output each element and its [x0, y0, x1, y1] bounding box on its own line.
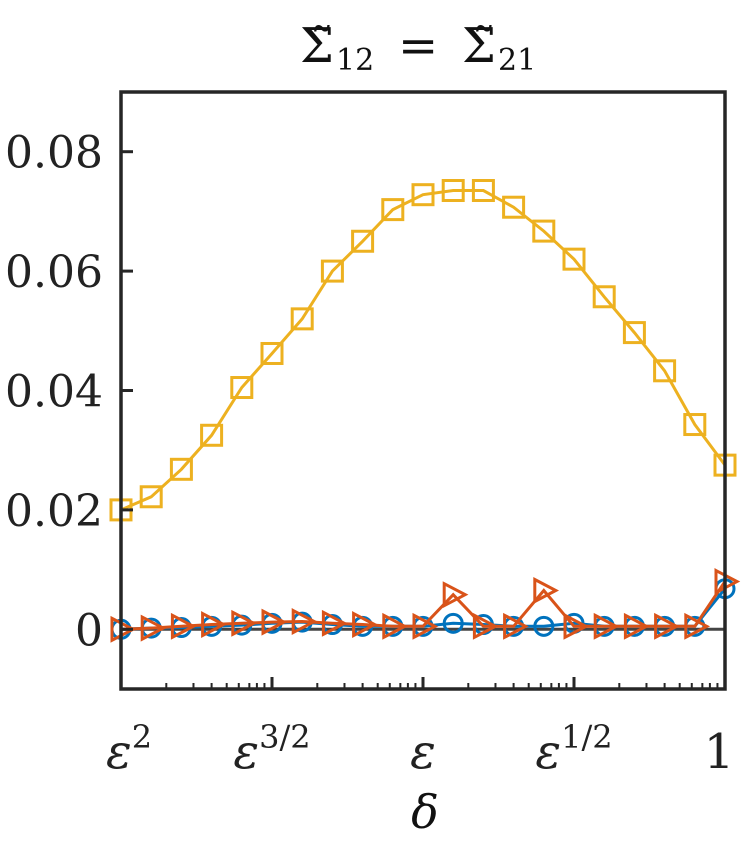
data-point-triangle-right	[170, 612, 197, 640]
title-lhs-subscript: 12	[336, 43, 374, 78]
series-line-square	[120, 189, 727, 512]
data-point-square	[441, 179, 465, 203]
x-tick-label: ε3/2	[233, 718, 310, 780]
data-point-triangle-right	[231, 609, 258, 637]
data-point-circle	[442, 612, 464, 634]
data-point-square	[622, 321, 646, 345]
data-point-triangle-right	[623, 612, 650, 640]
data-point-square	[683, 413, 707, 437]
title-rhs: Σ̃	[462, 18, 496, 74]
data-point-square	[139, 485, 163, 509]
data-point-square	[471, 179, 495, 203]
tick-layer: 0 0.02 0.04 0.06 0.08 ε2 ε3/2 ε ε1/2 1	[5, 128, 734, 780]
data-point-triangle-right	[140, 614, 167, 642]
y-tick-label: 0.04	[5, 367, 103, 418]
x-tick-label: ε2	[106, 718, 152, 780]
data-point-square	[411, 183, 435, 207]
plot-area	[121, 92, 725, 689]
data-point-square	[169, 457, 193, 481]
title-rhs-subscript: 21	[498, 43, 536, 78]
data-point-triangle-right	[684, 612, 711, 640]
data-point-triangle-right	[533, 577, 560, 604]
x-axis-label: δ	[411, 785, 439, 839]
data-point-triangle-right	[382, 612, 409, 640]
data-point-triangle-right	[412, 612, 439, 640]
data-point-square	[502, 195, 526, 219]
data-point-square	[290, 307, 314, 331]
data-point-square	[592, 285, 616, 309]
data-point-triangle-right	[442, 581, 469, 609]
data-point-square	[320, 259, 344, 283]
data-point-square	[200, 423, 224, 447]
x-tick-label: 1	[704, 724, 735, 780]
x-tick-label: ε	[410, 724, 436, 780]
data-point-triangle-right	[472, 612, 499, 640]
data-point-triangle-right	[654, 612, 680, 640]
data-point-triangle-right	[291, 608, 318, 636]
data-point-square	[351, 229, 375, 253]
data-point-triangle-right	[503, 612, 529, 640]
title-lhs: Σ̃	[300, 18, 334, 74]
title-equals: =	[398, 18, 438, 74]
y-tick-label: 0	[75, 605, 103, 656]
data-point-square	[562, 247, 586, 271]
y-tick-label: 0.02	[5, 486, 103, 537]
x-tick-label: ε1/2	[535, 718, 612, 780]
y-tick-label: 0.08	[5, 128, 103, 179]
y-tick-label: 0.06	[5, 247, 103, 298]
series-square	[109, 179, 737, 522]
data-point-triangle-right	[563, 612, 590, 640]
chart-title: Σ̃ 12 = Σ̃ 21	[300, 18, 536, 78]
data-point-triangle-right	[352, 611, 378, 639]
data-point-square	[230, 376, 254, 400]
data-point-triangle-right	[593, 612, 620, 640]
data-point-square	[532, 219, 556, 243]
data-point-square	[381, 198, 405, 222]
data-point-triangle-right	[201, 611, 227, 639]
data-point-triangle-right	[261, 608, 288, 636]
data-point-square	[260, 341, 284, 365]
data-point-square	[653, 359, 677, 383]
data-point-triangle-right	[321, 609, 348, 637]
data-point-circle	[533, 615, 555, 637]
